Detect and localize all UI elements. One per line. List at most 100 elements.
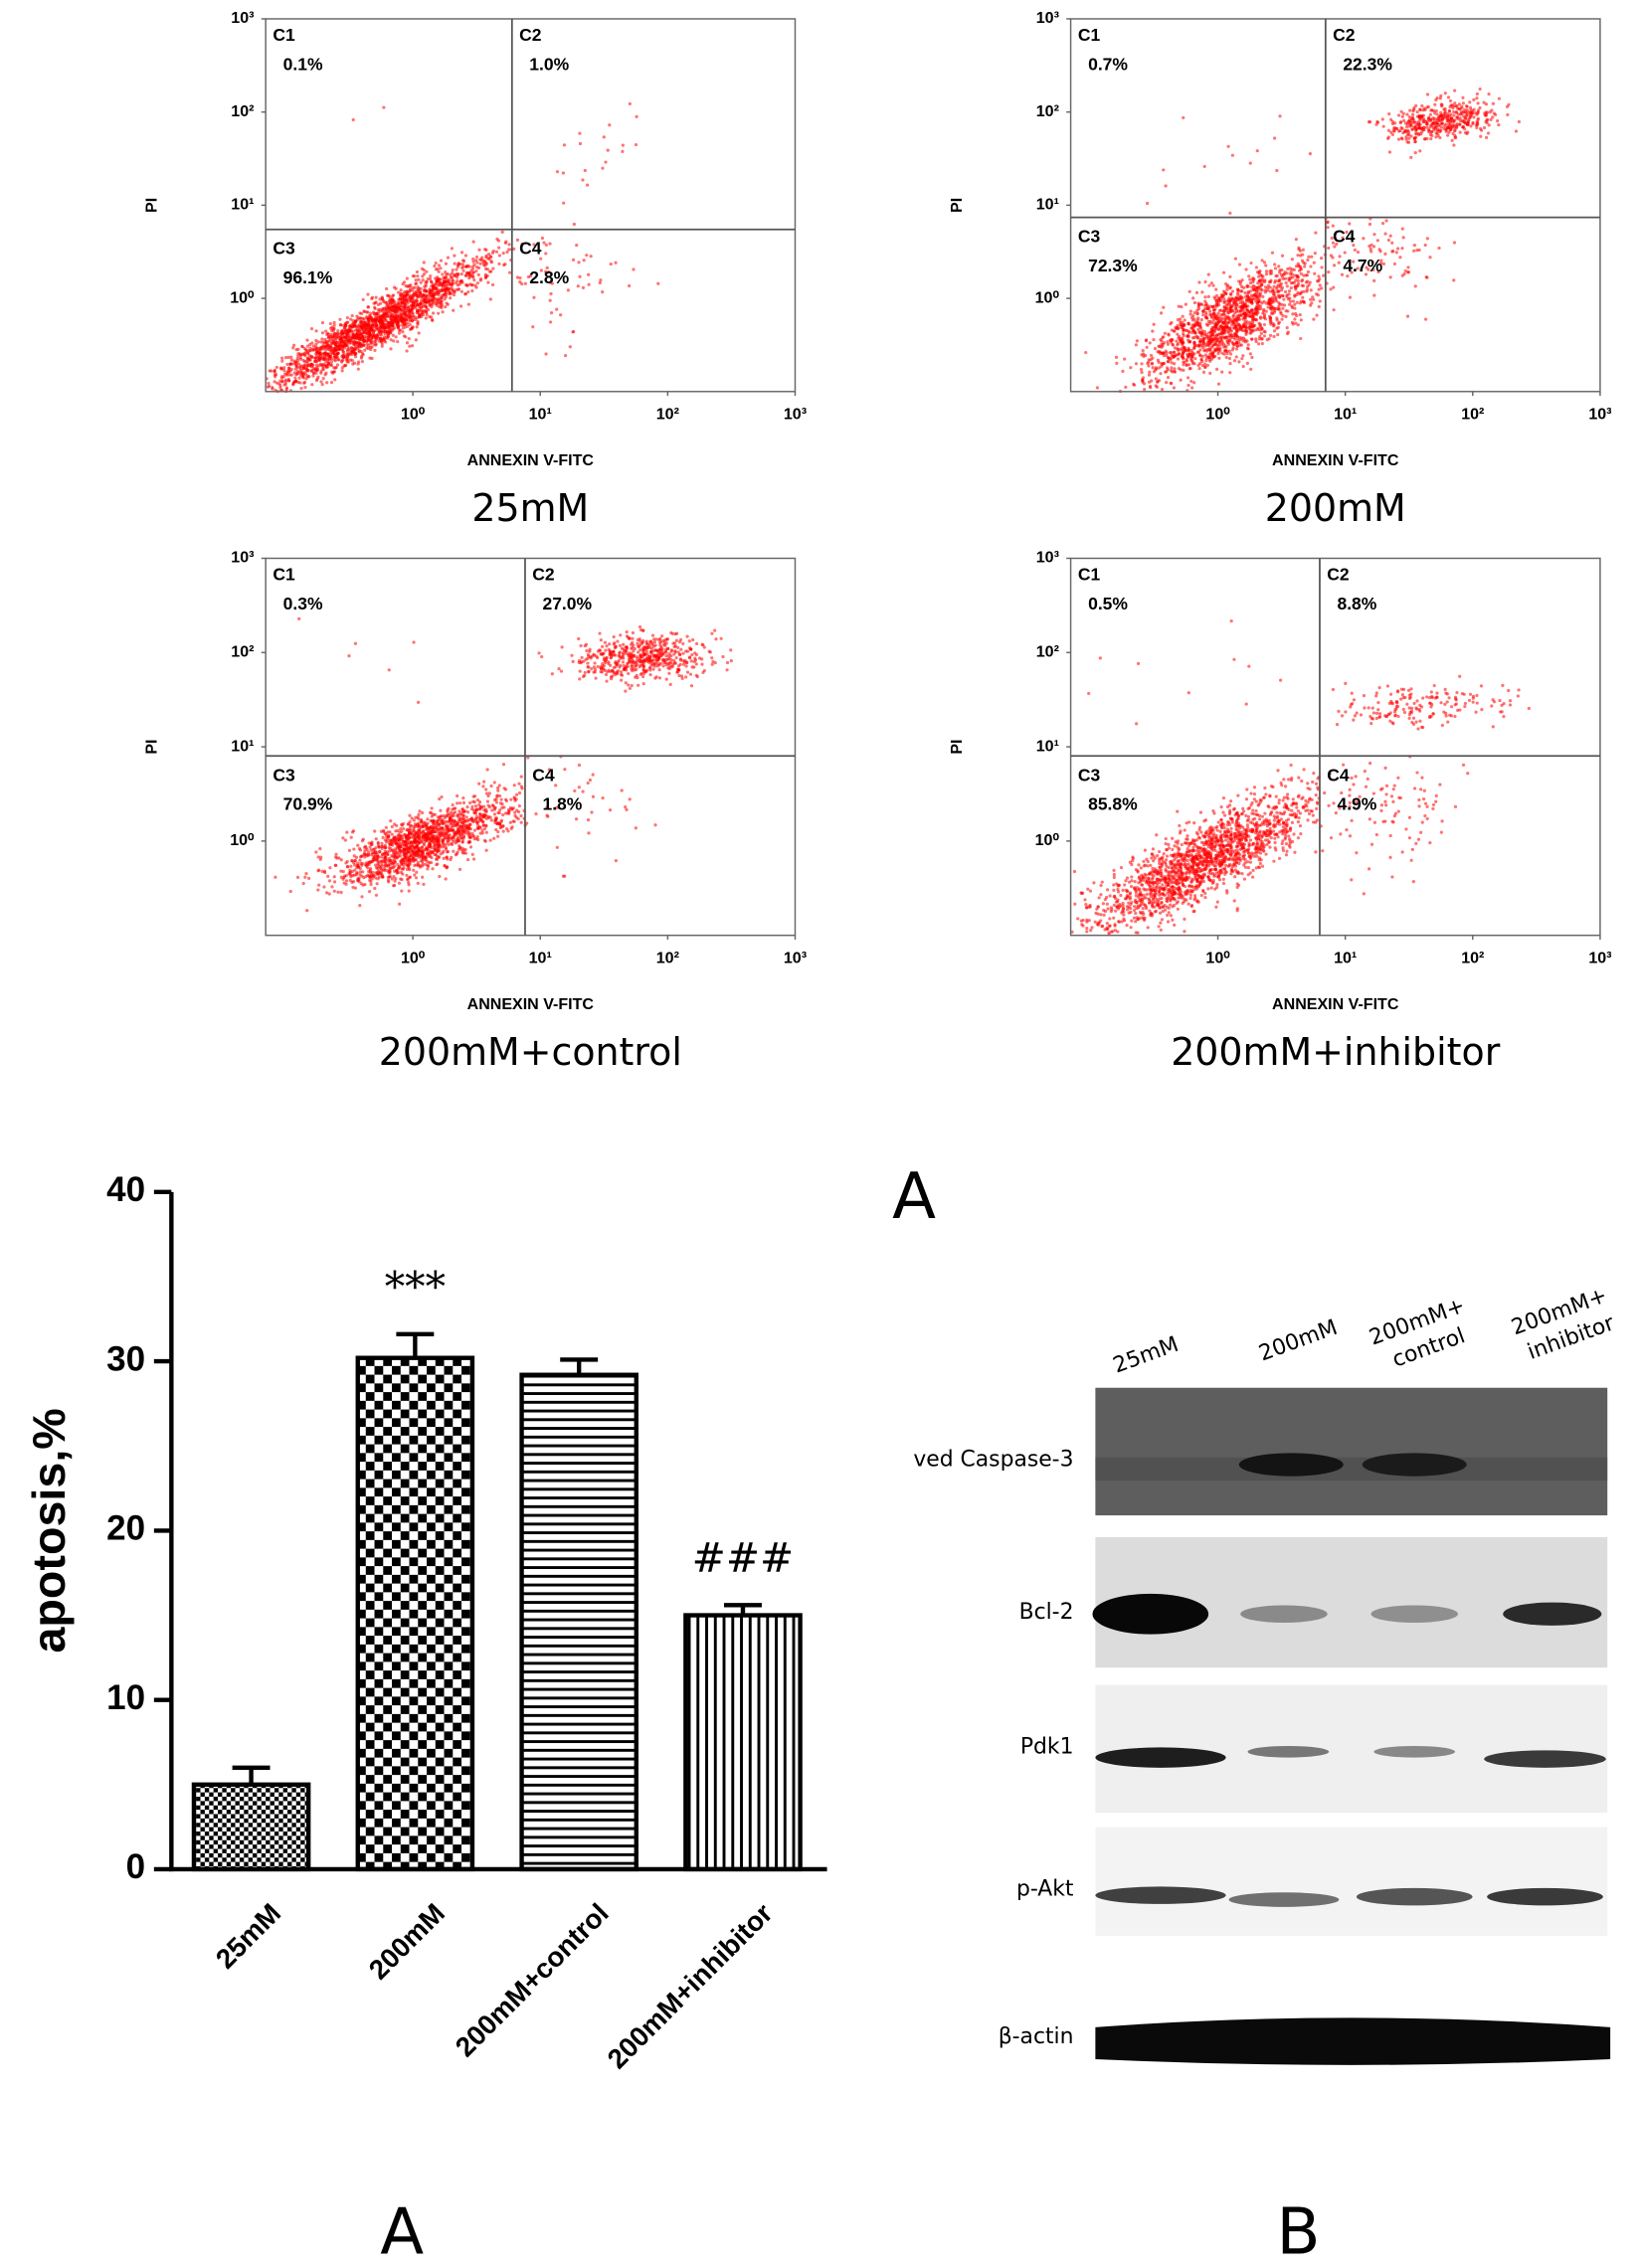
event-dot	[1303, 262, 1307, 265]
event-dot	[550, 310, 554, 315]
event-dot	[474, 269, 478, 273]
event-dot	[1300, 283, 1304, 287]
event-dot	[1401, 118, 1406, 122]
event-dot	[1309, 288, 1313, 292]
event-dot	[1201, 313, 1205, 317]
event-dot	[1296, 323, 1300, 327]
event-dot	[639, 671, 643, 675]
event-dot	[343, 325, 347, 330]
event-dot	[583, 643, 587, 648]
event-dot	[1255, 305, 1260, 309]
event-dot	[449, 282, 453, 286]
event-dot	[456, 262, 460, 265]
event-dot	[1152, 370, 1157, 374]
event-dot	[296, 362, 301, 366]
event-dot	[1248, 277, 1252, 281]
event-dot	[1290, 305, 1295, 309]
event-dot	[1301, 248, 1305, 252]
event-dot	[679, 674, 684, 678]
event-dot	[1463, 107, 1467, 112]
event-dot	[1249, 261, 1253, 265]
event-dot	[428, 295, 432, 299]
event-dot	[487, 257, 491, 261]
event-dot	[675, 670, 679, 674]
event-dot	[1212, 349, 1216, 353]
event-dot	[1234, 320, 1238, 324]
event-dot	[1154, 366, 1158, 370]
event-dot	[1248, 352, 1253, 356]
event-dot	[318, 351, 322, 355]
event-dot	[1245, 346, 1250, 350]
event-dot	[601, 664, 605, 668]
event-dot	[1249, 299, 1254, 303]
event-dot	[1372, 233, 1376, 237]
event-dot	[1148, 341, 1152, 345]
event-dot	[1425, 92, 1430, 96]
event-dot	[302, 380, 307, 385]
event-dot	[1281, 313, 1285, 318]
event-dot	[1386, 135, 1391, 139]
event-dot	[1455, 104, 1459, 108]
event-dot	[663, 637, 667, 642]
quadrant-percent: 0.1%	[283, 54, 323, 74]
x-tick-label: 10¹	[1334, 405, 1357, 423]
event-dot	[310, 383, 314, 387]
event-dot	[511, 819, 515, 823]
event-dot	[470, 288, 474, 293]
event-dot	[309, 327, 314, 331]
event-dot	[1194, 290, 1199, 294]
event-dot	[1123, 357, 1127, 361]
event-dot	[426, 276, 430, 281]
event-dot	[649, 659, 653, 663]
event-dot	[1249, 367, 1253, 371]
event-dot	[1461, 125, 1466, 129]
event-dot	[1284, 280, 1288, 285]
event-dot	[1273, 266, 1278, 270]
event-dot	[1294, 238, 1298, 242]
event-dot	[311, 344, 315, 348]
event-dot	[390, 877, 394, 881]
event-dot	[1455, 123, 1459, 127]
event-dot	[707, 649, 711, 653]
event-dot	[350, 313, 354, 318]
event-dot	[321, 377, 325, 381]
event-dot	[1418, 126, 1422, 130]
event-dot	[1250, 355, 1254, 360]
event-dot	[608, 649, 612, 653]
event-dot	[1405, 125, 1409, 129]
event-dot	[1208, 304, 1213, 308]
event-dot	[677, 673, 681, 678]
event-dot	[1506, 112, 1510, 117]
event-dot	[1239, 308, 1243, 313]
event-dot	[1406, 140, 1411, 144]
x-tick-label: 10³	[784, 405, 807, 423]
quadrant-name: C1	[273, 25, 295, 45]
event-dot	[1212, 314, 1217, 318]
event-dot	[638, 659, 642, 663]
event-dot	[416, 285, 420, 289]
event-dot	[1415, 109, 1419, 114]
event-dot	[401, 323, 405, 327]
event-dot	[463, 273, 468, 277]
event-dot	[1290, 320, 1295, 324]
event-dot	[1396, 137, 1401, 141]
event-dot	[416, 274, 420, 278]
event-dot	[1159, 311, 1164, 315]
event-dot	[1251, 293, 1255, 298]
event-dot	[624, 681, 628, 685]
event-dot	[351, 362, 355, 366]
event-dot	[729, 659, 733, 663]
event-dot	[621, 143, 625, 147]
event-dot	[593, 670, 597, 674]
event-dot	[361, 297, 365, 301]
event-dot	[630, 664, 634, 668]
event-dot	[559, 313, 563, 317]
event-dot	[362, 309, 366, 313]
event-dot	[1276, 283, 1281, 287]
event-dot	[1262, 322, 1267, 327]
event-dot	[389, 347, 393, 351]
event-dot	[687, 655, 692, 659]
event-dot	[650, 663, 654, 667]
event-dot	[1393, 121, 1397, 125]
event-dot	[651, 648, 656, 653]
